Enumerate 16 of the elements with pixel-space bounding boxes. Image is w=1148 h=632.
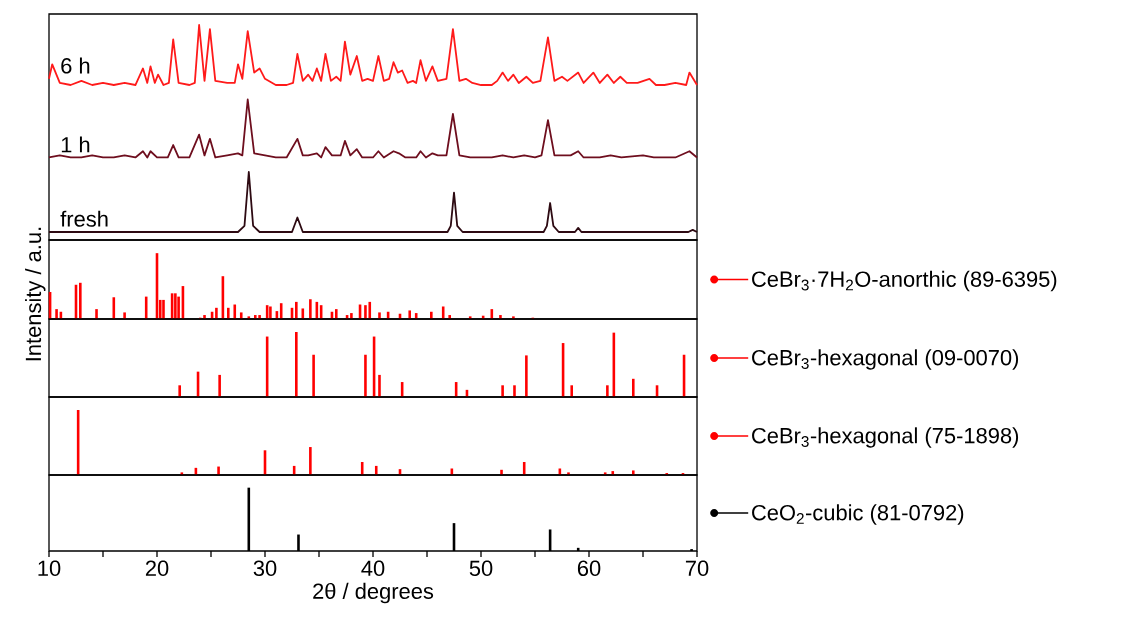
legend-label: CeBr$_{3}$·7H$_{2}$O-anorthic (89-6395): [752, 270, 1057, 292]
series-label: 6 h: [61, 57, 90, 74]
series-label: 1 h: [61, 136, 90, 153]
x-tick-label: 20: [145, 560, 169, 577]
x-tick-label: 50: [469, 560, 493, 577]
legend-label: CeBr$_{3}$-hexagonal (09-0070): [752, 349, 1019, 370]
x-tick-label: 70: [685, 560, 709, 577]
x-tick-label: 10: [38, 560, 61, 577]
x-tick-label: 60: [577, 560, 601, 577]
y-axis-title: Intensity / a.u.: [25, 227, 46, 361]
legend-label: CeBr$_{3}$-hexagonal (75-1898): [752, 427, 1019, 448]
legend-label: CeO$_{2}$-cubic (81-0792): [752, 504, 964, 525]
x-tick-label: 40: [361, 560, 385, 577]
x-tick-label: 30: [253, 560, 277, 577]
series-label: fresh: [60, 210, 108, 227]
x-axis-title: 2θ / degrees: [313, 582, 434, 604]
